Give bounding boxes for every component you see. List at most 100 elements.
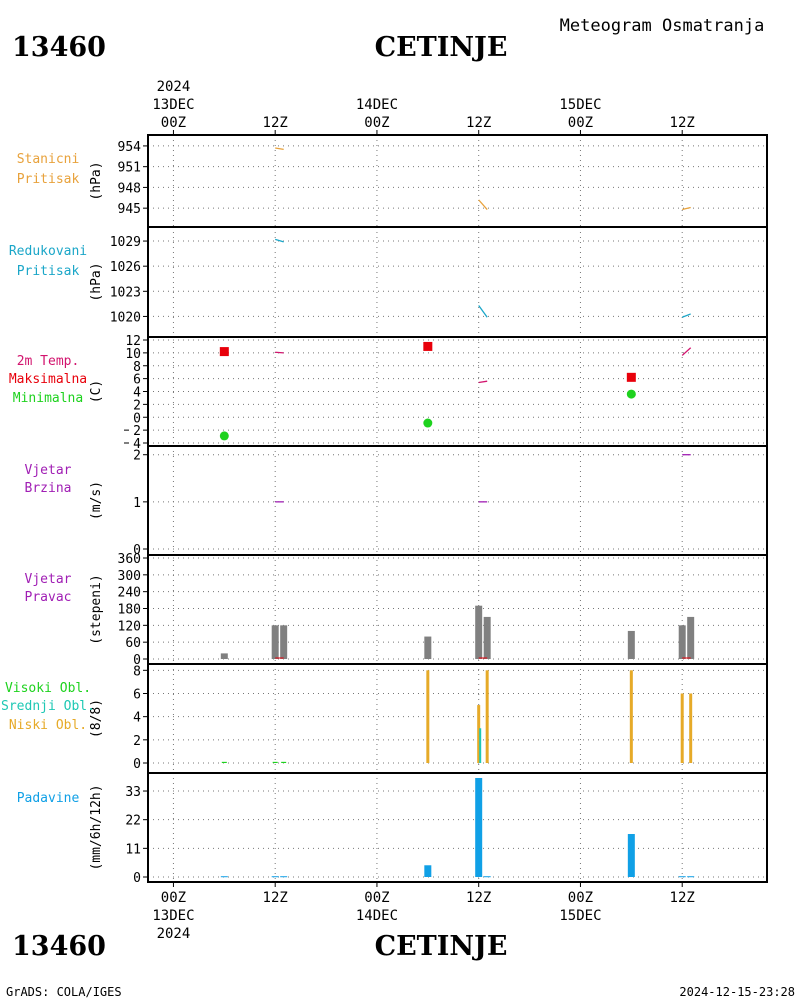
min-temp-marker [219, 431, 229, 441]
bar [678, 625, 686, 659]
panel-label: Visoki Obl. [5, 681, 91, 696]
min-temp-marker [423, 418, 433, 428]
bar [280, 876, 288, 878]
min-temp-marker [626, 389, 636, 399]
y-axis-label: (hPa) [89, 262, 104, 301]
bar [281, 761, 287, 763]
bar [627, 630, 635, 659]
bar [678, 876, 686, 878]
station-id-top: 13460 [12, 32, 106, 63]
panel-frame [147, 226, 768, 338]
station-name-bottom: CETINJE [375, 931, 508, 962]
y-tick-label: 60 [125, 636, 141, 651]
bar [271, 876, 279, 878]
y-tick-label: 10 [125, 347, 141, 362]
series-line [681, 313, 691, 318]
bar [221, 761, 227, 763]
series-line [275, 351, 284, 354]
y-tick-label: 0 [133, 411, 141, 426]
hour-label-bottom: 00Z [161, 890, 186, 906]
max-temp-marker [219, 347, 229, 357]
y-tick-label: 8 [133, 664, 141, 679]
hour-label-bottom: 12Z [466, 890, 491, 906]
hour-label-bottom: 00Z [568, 890, 593, 906]
y-tick-label: 6 [133, 373, 141, 388]
panel-frame [147, 663, 768, 774]
panel-frame [147, 134, 768, 228]
bar [272, 761, 278, 763]
panels: 945948951954(hPa)StanicniPritisak1020102… [1, 134, 768, 886]
bar [475, 605, 483, 659]
bar [485, 670, 489, 763]
y-axis-label: (hPa) [89, 161, 104, 200]
bar [220, 653, 228, 659]
y-tick-label: 8 [133, 360, 141, 375]
y-tick-label: 1029 [110, 235, 141, 250]
y-tick-label: 1023 [110, 285, 141, 300]
bar [483, 876, 491, 878]
y-tick-label: 2 [133, 398, 141, 413]
panel-precipitation: 0 11 22 33 (mm/6h/12h) Padavine [17, 772, 768, 886]
station-id-bottom: 13460 [12, 931, 106, 962]
bar [627, 834, 635, 877]
y-tick-label: 180 [118, 603, 141, 618]
panel-reduced_pressure: 1020 1023 1026 1029 (hPa)Redukovani Pritisak [9, 226, 768, 338]
hour-label-top: 12Z [263, 115, 288, 131]
timestamp: 2024-12-15-23:28 [679, 985, 795, 999]
panel-wind_speed: 0 1 2 (m/s) Vjetar Brzina [25, 445, 768, 558]
series-line [478, 305, 488, 318]
panel-label: Pravac [25, 590, 72, 605]
y-axis-label: (mm/6h/12h) [89, 784, 104, 870]
date-label-top: 14DEC [356, 97, 398, 113]
max-temp-marker [626, 372, 636, 382]
y-tick-label: 4 [133, 711, 141, 726]
bar [424, 865, 432, 877]
y-tick-label: 22 [125, 814, 141, 829]
series-line [681, 347, 692, 356]
y-tick-label: 240 [118, 586, 141, 601]
series-line [275, 238, 284, 243]
panel-label: Stanicni [17, 152, 80, 167]
y-tick-label: 33 [125, 785, 141, 800]
hour-label-top: 00Z [161, 115, 186, 131]
panel-label: Brzina [25, 481, 72, 496]
panel-frame [147, 336, 768, 447]
y-tick-label: 0 [133, 543, 141, 558]
station-name-top: CETINJE [375, 32, 508, 63]
date-label-top: 13DEC [152, 97, 194, 113]
year-label-bottom: 2024 [157, 926, 191, 942]
y-tick-label: 360 [118, 552, 141, 567]
y-tick-label: 4 [133, 437, 141, 452]
y-tick-label: 12 [125, 334, 141, 349]
date-label-top: 15DEC [559, 97, 601, 113]
meteogram-title: Meteogram Osmatranja [560, 16, 765, 36]
series-line [682, 206, 691, 211]
series-line [478, 199, 488, 210]
y-tick-label: 0 [133, 757, 141, 772]
grads-credit: GrADS: COLA/IGES [6, 985, 122, 999]
series-line [275, 147, 284, 151]
hour-label-top: 00Z [568, 115, 593, 131]
bar [475, 778, 483, 877]
series-line [478, 380, 488, 384]
y-tick-label: 951 [118, 161, 141, 176]
y-tick-label: 11 [125, 842, 141, 857]
y-tick-label: 1026 [110, 260, 141, 275]
date-label-bottom: 15DEC [559, 908, 601, 924]
year-label-top: 2024 [157, 79, 191, 95]
panel-label: Redukovani [9, 244, 87, 259]
bar [424, 636, 432, 659]
y-tick-label: 2 [133, 734, 141, 749]
bar [271, 625, 279, 659]
bar [477, 705, 481, 763]
bar [483, 616, 491, 659]
bar [689, 693, 693, 763]
bar [280, 625, 288, 659]
panel-label: Srednji Obl. [1, 699, 95, 714]
y-tick-label: 120 [118, 619, 141, 634]
panel-label: Niski Obl. [9, 718, 87, 733]
panel-frame [147, 554, 768, 665]
